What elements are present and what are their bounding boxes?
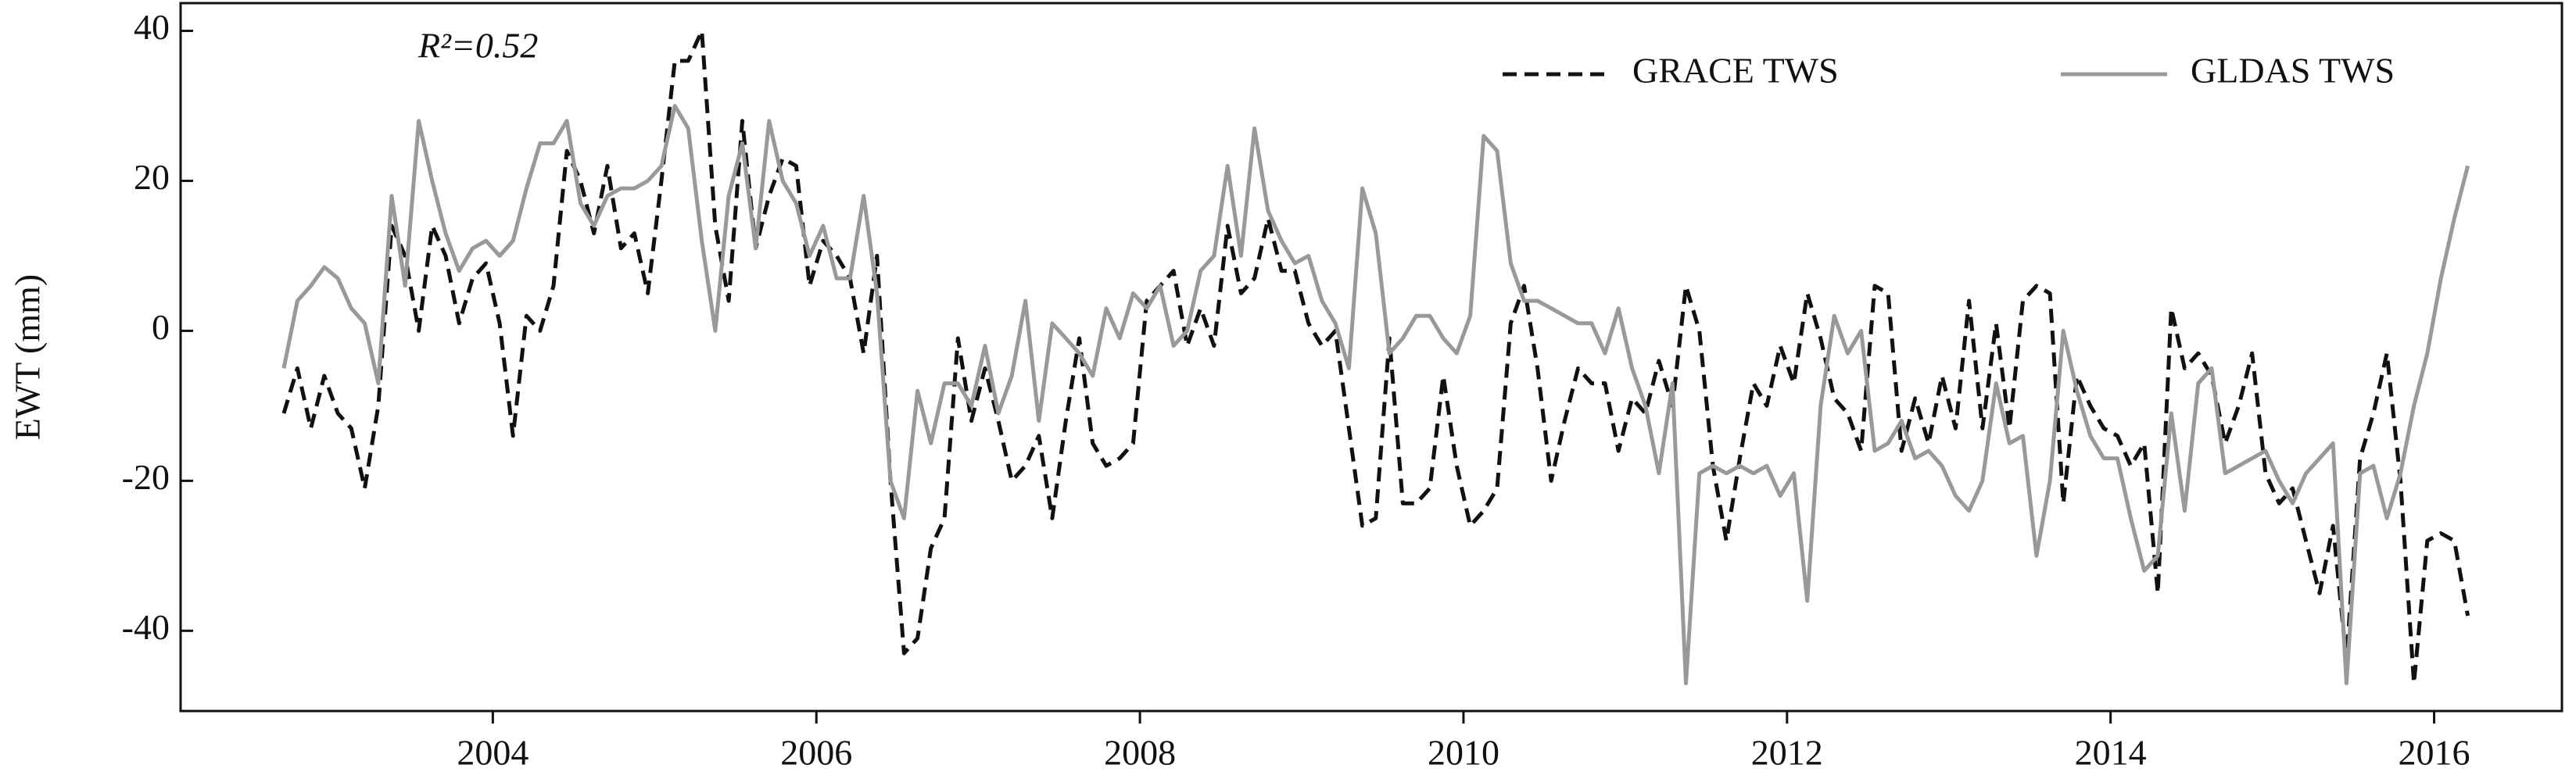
y-tick-label: 0 xyxy=(152,307,170,347)
plot-frame xyxy=(179,2,2563,713)
y-axis-label: EWT (mm) xyxy=(8,274,48,440)
y-tick-label: 40 xyxy=(134,7,170,47)
x-tick-label: 2016 xyxy=(2399,733,2470,773)
y-tick-label: -20 xyxy=(122,457,170,497)
x-tick-label: 2012 xyxy=(1751,733,1823,773)
x-tick-label: 2010 xyxy=(1428,733,1499,773)
x-tick-label: 2008 xyxy=(1104,733,1176,773)
x-tick-label: 2014 xyxy=(2075,733,2147,773)
series-line xyxy=(281,104,2470,685)
y-tick-label: -40 xyxy=(122,607,170,647)
series-line xyxy=(281,29,2470,685)
annotation: R²=0.52 xyxy=(417,26,538,66)
x-tick-label: 2006 xyxy=(780,733,852,773)
y-tick-label: 20 xyxy=(134,157,170,197)
x-tick-label: 2004 xyxy=(457,733,528,773)
legend-label: GRACE TWS xyxy=(1632,51,1839,91)
legend-label: GLDAS TWS xyxy=(2191,51,2395,91)
